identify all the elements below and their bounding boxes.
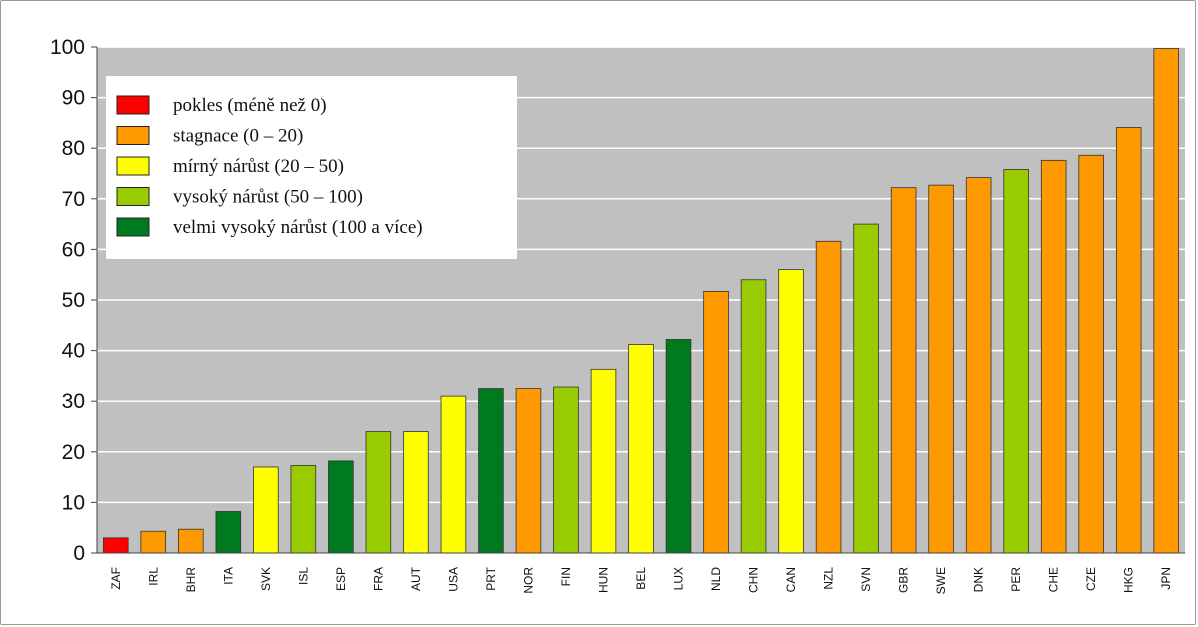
- y-axis: 0 10 20 30 40 50 60 70 80 90 100: [50, 36, 97, 565]
- y-tick-label: 100: [50, 36, 85, 59]
- bar-nld: [704, 291, 729, 553]
- bar-nor: [516, 389, 541, 553]
- y-tick-label: 70: [62, 188, 85, 211]
- bar-isl: [291, 465, 316, 553]
- x-tick-label: GBR: [897, 567, 911, 593]
- x-tick-label: CHE: [1047, 567, 1061, 592]
- legend-swatch: [117, 157, 149, 175]
- bar-svk: [253, 467, 278, 553]
- bar-swe: [929, 185, 954, 553]
- x-tick-label: ISL: [296, 567, 310, 585]
- y-tick-label: 20: [62, 441, 85, 464]
- y-tick-label: 80: [62, 137, 85, 160]
- y-tick-label: 10: [62, 491, 85, 514]
- bar-fin: [554, 387, 579, 553]
- y-tick-label: 90: [62, 87, 85, 110]
- x-tick-label: SWE: [934, 567, 948, 594]
- bar-bel: [629, 345, 654, 553]
- y-tick-label: 0: [73, 542, 85, 565]
- x-tick-label: PER: [1009, 567, 1023, 592]
- x-tick-label: AUT: [409, 566, 423, 591]
- x-tick-label: USA: [446, 567, 460, 592]
- x-tick-label: JPN: [1159, 567, 1173, 590]
- bar-aut: [404, 432, 429, 553]
- x-tick-label: ITA: [221, 567, 235, 585]
- bar-esp: [328, 461, 353, 553]
- legend: pokles (méně než 0) stagnace (0 – 20) mírn…: [106, 76, 517, 259]
- x-tick-label: CAN: [784, 567, 798, 592]
- x-tick-label: HKG: [1122, 567, 1136, 593]
- bar-nzl: [816, 241, 841, 553]
- bar-lux: [666, 339, 691, 553]
- bar-hun: [591, 369, 616, 553]
- x-tick-label: CHN: [747, 567, 761, 593]
- bar-prt: [479, 389, 504, 553]
- bar-zaf: [103, 538, 128, 553]
- x-tick-label: NZL: [822, 567, 836, 590]
- bar-dnk: [966, 178, 991, 553]
- x-tick-label: CZE: [1084, 567, 1098, 591]
- bar-cze: [1079, 155, 1104, 553]
- x-tick-label: ESP: [334, 567, 348, 591]
- bar-can: [779, 270, 804, 553]
- y-tick-label: 40: [62, 340, 85, 363]
- bar-jpn: [1154, 49, 1179, 553]
- x-tick-label: FIN: [559, 567, 573, 586]
- x-tick-label: NLD: [709, 567, 723, 591]
- y-tick-label: 60: [62, 238, 85, 261]
- legend-label: pokles (méně než 0): [173, 95, 327, 116]
- x-tick-label: HUN: [596, 567, 610, 593]
- bar-chn: [741, 280, 766, 553]
- bar-svn: [854, 224, 879, 553]
- legend-swatch: [117, 127, 149, 145]
- x-tick-label: BHR: [184, 567, 198, 593]
- legend-label: vysoký nárůst (50 – 100): [173, 187, 363, 208]
- x-tick-label: SVK: [259, 567, 273, 591]
- legend-swatch: [117, 96, 149, 114]
- bar-che: [1041, 160, 1066, 553]
- legend-label: stagnace (0 – 20): [173, 126, 303, 147]
- x-tick-label: IRL: [146, 567, 160, 586]
- bar-ita: [216, 512, 241, 553]
- legend-label: mírný nárůst (20 – 50): [173, 156, 344, 177]
- x-tick-label: ZAF: [109, 567, 123, 590]
- bar-bhr: [178, 529, 203, 553]
- x-tick-label: DNK: [972, 567, 986, 592]
- x-tick-label: FRA: [371, 567, 385, 591]
- bar-usa: [441, 396, 466, 553]
- x-tick-label: PRT: [484, 566, 498, 590]
- bar-gbr: [891, 188, 916, 553]
- bar-per: [1004, 169, 1029, 553]
- y-tick-label: 50: [62, 289, 85, 312]
- x-tick-label: NOR: [521, 567, 535, 594]
- bar-hkg: [1116, 127, 1141, 553]
- y-tick-label: 30: [62, 390, 85, 413]
- legend-item: pokles (méně než 0): [117, 95, 327, 116]
- bar-irl: [141, 531, 166, 553]
- x-tick-label: LUX: [672, 567, 686, 590]
- legend-swatch: [117, 218, 149, 236]
- legend-label: velmi vysoký nárůst (100 a více): [173, 217, 423, 238]
- x-tick-label: BEL: [634, 567, 648, 590]
- x-tick-label: SVN: [859, 567, 873, 592]
- legend-swatch: [117, 188, 149, 206]
- bar-fra: [366, 432, 391, 553]
- legend-item: stagnace (0 – 20): [117, 126, 303, 147]
- x-axis: ZAF IRL BHR ITA SVK ISL ESP FRA AUT USA PRT NOR FIN H…: [97, 553, 1185, 594]
